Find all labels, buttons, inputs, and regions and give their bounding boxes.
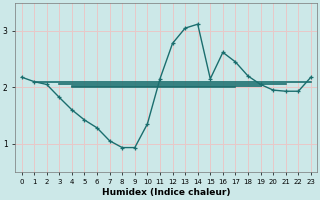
X-axis label: Humidex (Indice chaleur): Humidex (Indice chaleur) [102,188,230,197]
